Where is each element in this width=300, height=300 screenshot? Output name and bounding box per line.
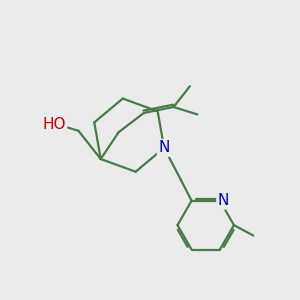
Text: HO: HO (42, 117, 66, 132)
Text: N: N (218, 193, 229, 208)
Text: N: N (158, 140, 170, 155)
